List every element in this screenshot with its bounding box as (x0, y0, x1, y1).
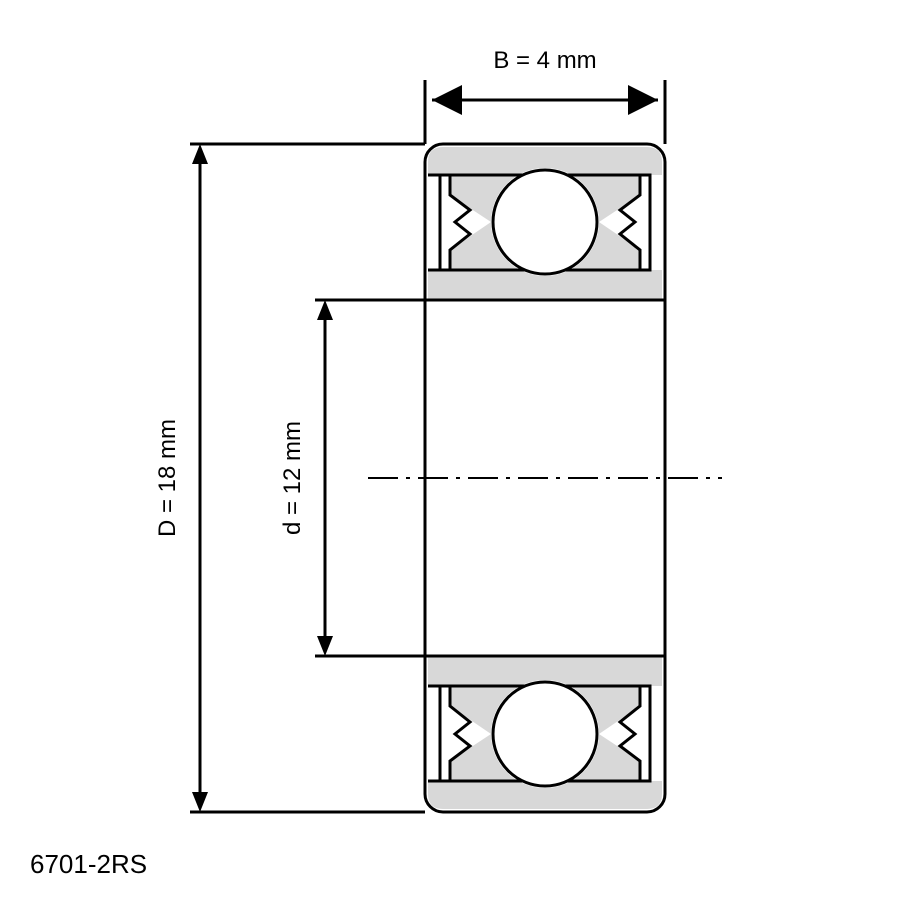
ball-bottom (493, 682, 597, 786)
dimension-d: d = 12 mm (279, 300, 425, 656)
dimension-D-label: D = 18 mm (154, 419, 181, 537)
dimension-B-label: B = 4 mm (493, 47, 596, 74)
bearing-cross-section-diagram: B = 4 mm D = 18 mm d = 12 mm (0, 0, 900, 900)
dimension-B: B = 4 mm (425, 47, 665, 144)
part-number: 6701-2RS (30, 849, 147, 880)
dimension-d-label: d = 12 mm (279, 421, 306, 535)
ball-top (493, 170, 597, 274)
